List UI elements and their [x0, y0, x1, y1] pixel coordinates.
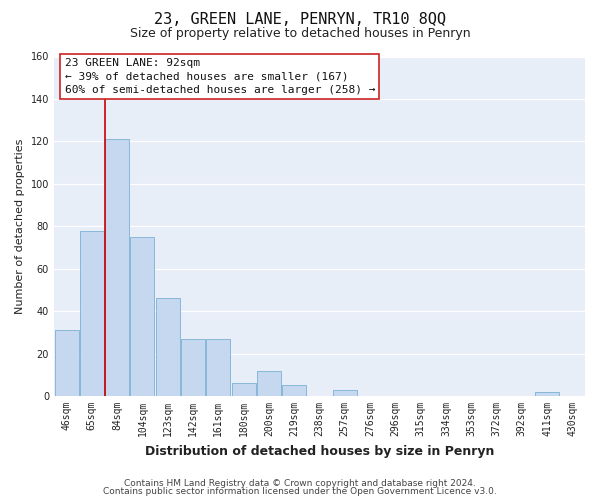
Bar — [535, 392, 559, 396]
Bar — [105, 140, 129, 396]
Bar — [80, 230, 104, 396]
Text: Contains public sector information licensed under the Open Government Licence v3: Contains public sector information licen… — [103, 487, 497, 496]
Bar — [156, 298, 180, 396]
X-axis label: Distribution of detached houses by size in Penryn: Distribution of detached houses by size … — [145, 444, 494, 458]
Bar — [257, 370, 281, 396]
Bar — [232, 384, 256, 396]
Text: 23, GREEN LANE, PENRYN, TR10 8QQ: 23, GREEN LANE, PENRYN, TR10 8QQ — [154, 12, 446, 28]
Bar — [206, 339, 230, 396]
Bar — [333, 390, 357, 396]
Bar — [55, 330, 79, 396]
Bar — [282, 386, 306, 396]
Text: Size of property relative to detached houses in Penryn: Size of property relative to detached ho… — [130, 28, 470, 40]
Bar — [181, 339, 205, 396]
Text: Contains HM Land Registry data © Crown copyright and database right 2024.: Contains HM Land Registry data © Crown c… — [124, 478, 476, 488]
Bar — [130, 237, 154, 396]
Text: 23 GREEN LANE: 92sqm
← 39% of detached houses are smaller (167)
60% of semi-deta: 23 GREEN LANE: 92sqm ← 39% of detached h… — [65, 58, 375, 94]
Y-axis label: Number of detached properties: Number of detached properties — [15, 138, 25, 314]
